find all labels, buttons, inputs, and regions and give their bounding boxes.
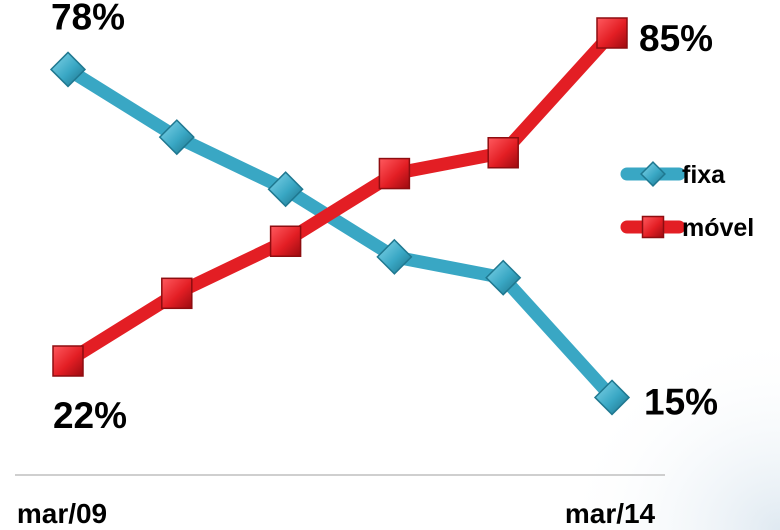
data-point-fixa-3: [376, 238, 413, 275]
legend-marker-movel: [641, 215, 665, 239]
legend-marker-fixa: [640, 161, 666, 187]
x-tick-label-1: mar/14: [565, 498, 656, 529]
data-label-movel-0: 22%: [53, 395, 127, 436]
series-layer: [49, 17, 631, 416]
data-point-movel-2: [269, 225, 302, 258]
data-point-movel-3: [378, 157, 411, 190]
data-label-fixa-0: 78%: [51, 0, 125, 37]
data-point-fixa-2: [267, 171, 304, 208]
data-point-fixa-4: [485, 259, 522, 296]
data-point-movel-4: [487, 136, 519, 169]
legend-item-movel: móvel: [620, 214, 754, 242]
data-label-fixa-5: 15%: [644, 381, 718, 422]
label-layer: 78% 15% 22% 85% mar/09 mar/14: [17, 0, 718, 529]
data-point-movel-0: [52, 345, 84, 377]
data-point-fixa-0: [49, 51, 87, 88]
legend-label-movel: móvel: [682, 214, 754, 242]
data-label-movel-5: 85%: [639, 18, 713, 59]
corner-glow: [560, 330, 780, 530]
legend-item-fixa: fixa: [620, 161, 726, 189]
x-tick-label-0: mar/09: [17, 498, 107, 529]
data-point-fixa-5: [593, 379, 631, 416]
legend-label-fixa: fixa: [682, 161, 726, 189]
series-line-movel: [61, 26, 619, 368]
data-point-movel-1: [161, 277, 193, 310]
series-line-fixa: [61, 62, 619, 404]
data-point-fixa-1: [158, 119, 195, 156]
legend: fixa móvel: [620, 161, 754, 242]
data-point-movel-5: [596, 17, 628, 49]
